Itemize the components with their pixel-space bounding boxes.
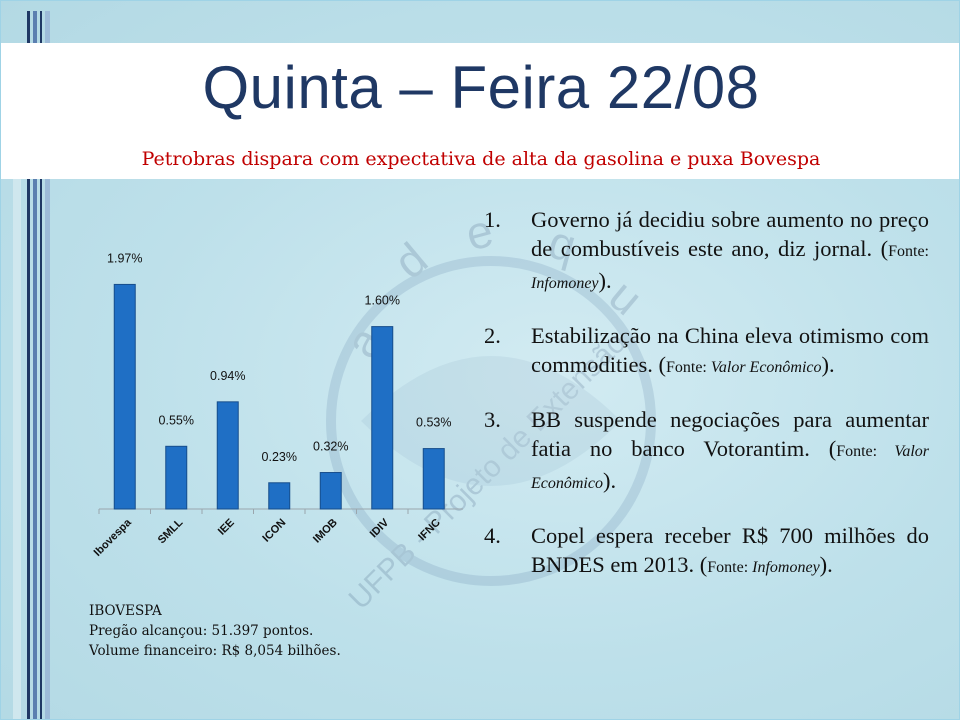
news-item: 4. Copel espera receber R$ 700 milhões do… (479, 521, 929, 582)
decor-stripe (40, 179, 42, 719)
bar-icon (268, 482, 291, 510)
ibovespa-heading: IBOVESPA (89, 603, 162, 619)
news-list: 1. Governo já decidiu sobre aumento no pr… (479, 205, 929, 605)
news-item: 1. Governo já decidiu sobre aumento no pr… (479, 205, 929, 298)
decor-stripe (33, 179, 37, 719)
news-source-label: Fonte: (665, 359, 711, 376)
news-number: 1. (484, 207, 501, 232)
category-label: IEE (216, 517, 237, 538)
data-label: 0.32% (313, 440, 348, 454)
bar-smll (165, 445, 188, 510)
news-source-name: Infomoney (752, 559, 820, 576)
category-label: SMLL (156, 516, 186, 546)
data-label: 0.53% (416, 416, 451, 430)
news-source-label: Fonte: (836, 443, 895, 460)
ibovespa-points: Pregão alcançou: 51.397 pontos. (89, 623, 314, 639)
news-item: 2. Estabilização na China eleva otimismo … (479, 321, 929, 382)
news-item: 3. BB suspende negociações para aumentar … (479, 405, 929, 498)
bar-iee (216, 401, 239, 510)
bar-ibovespa (113, 283, 136, 510)
news-close: ). (598, 268, 612, 293)
ibovespa-volume: Volume financeiro: R$ 8,054 bilhões. (89, 643, 341, 659)
data-label: 1.60% (365, 294, 400, 308)
news-close: ). (821, 352, 835, 377)
news-number: 2. (484, 323, 501, 348)
news-text: BB suspende negociações para aumentar fa… (531, 407, 929, 461)
decor-stripe (45, 11, 50, 43)
news-source-label: Fonte: (707, 559, 753, 576)
bar-imob (319, 472, 342, 510)
data-label: 0.55% (159, 413, 194, 427)
news-source-label: Fonte: (888, 243, 929, 260)
decor-stripe (40, 11, 42, 43)
news-text: Estabilização na China eleva otimismo co… (531, 323, 929, 377)
category-label: IDIV (368, 516, 392, 540)
data-label: 0.94% (210, 369, 245, 383)
category-label: ICON (260, 517, 288, 545)
index-bar-chart: 1.97% Ibovespa 0.55% SMLL 0.94% IEE 0.23% ICON 0… (92, 251, 463, 559)
bar-idiv (371, 326, 394, 510)
category-label: IMOB (311, 517, 340, 546)
page-title: Quinta – Feira 22/08 (202, 54, 760, 121)
decor-stripe (27, 179, 30, 719)
decor-stripe (33, 11, 37, 43)
news-close: ). (819, 552, 833, 577)
decor-stripe (27, 11, 30, 43)
title-band (1, 43, 959, 179)
category-label: IFNC (416, 517, 443, 544)
data-label: 1.97% (107, 251, 142, 265)
news-source-name: Valor Econômico (531, 443, 929, 492)
ibovespa-summary: IBOVESPA Pregão alcançou: 51.397 pontos.… (89, 601, 341, 661)
news-text: Governo já decidiu sobre aumento no preç… (531, 207, 929, 261)
news-text: Copel espera receber R$ 700 milhões do B… (531, 523, 929, 577)
data-label: 0.23% (262, 450, 297, 464)
decor-stripe (45, 179, 50, 719)
category-label: Ibovespa (92, 516, 135, 559)
news-number: 4. (484, 523, 501, 548)
news-source-name: Infomoney (531, 275, 599, 292)
news-close: ). (602, 468, 617, 493)
news-source-name: Valor Econômico (710, 359, 822, 376)
bar-ifnc (422, 448, 445, 510)
decor-stripe (13, 179, 21, 719)
page-subtitle: Petrobras dispara com expectativa de alt… (141, 148, 821, 170)
news-number: 3. (484, 407, 501, 432)
